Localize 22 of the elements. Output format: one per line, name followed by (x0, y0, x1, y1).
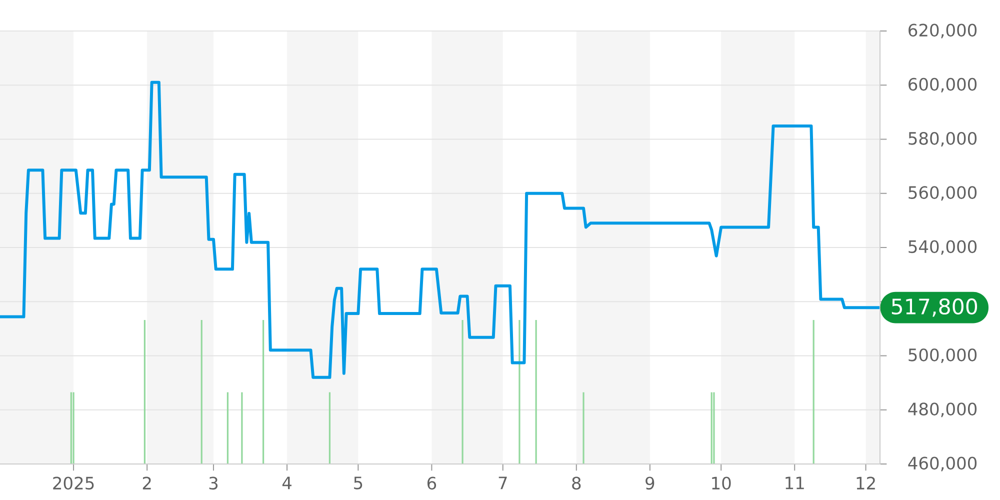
x-tick-label: 7 (498, 476, 507, 490)
x-tick-label: 12 (856, 476, 875, 490)
x-tick-label: 11 (786, 476, 804, 490)
x-tick-label: 6 (427, 476, 436, 490)
x-tick-label: 8 (572, 476, 581, 490)
x-tick-label: 2 (142, 476, 151, 490)
x-tick-label: 4 (282, 476, 292, 490)
y-tick-label: 580,000 (908, 132, 977, 147)
annotation: 517,800 (892, 298, 978, 317)
y-tick-label: 460,000 (908, 456, 977, 472)
x-tick-label: 10 (712, 476, 731, 490)
x-tick-label: 2025 (53, 476, 94, 490)
y-tick-label: 500,000 (908, 348, 977, 364)
y-tick-label: 480,000 (908, 402, 977, 418)
x-tick-label: 3 (209, 476, 218, 490)
y-tick-label: 600,000 (908, 78, 977, 92)
x-tick-label: 9 (646, 476, 654, 490)
y-tick-label: 620,000 (908, 24, 977, 38)
y-tick-label: 560,000 (908, 186, 977, 201)
line-series (0, 80, 880, 379)
y-tick-label: 540,000 (908, 240, 977, 255)
x-tick-label: 5 (354, 476, 362, 490)
